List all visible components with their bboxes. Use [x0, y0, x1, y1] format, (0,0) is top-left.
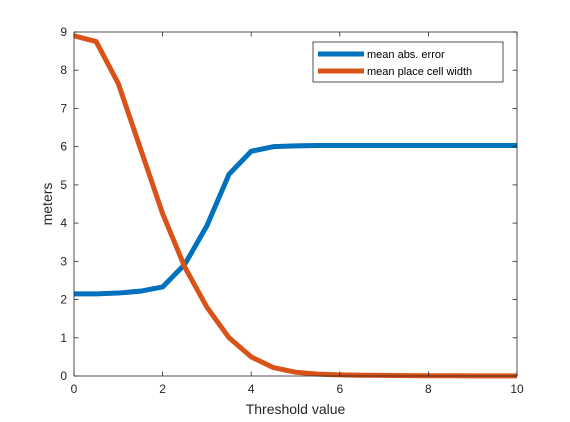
y-axis-title: meters [39, 183, 55, 226]
legend-label-mean-place-cell-width: mean place cell width [367, 66, 472, 78]
x-tick-label-2: 2 [159, 382, 166, 396]
y-tick-label-8: 8 [60, 63, 67, 77]
plot-frame [73, 31, 518, 377]
x-axis-title: Threshold value [246, 401, 346, 417]
x-tick-label-6: 6 [336, 382, 343, 396]
legend: mean abs. error mean place cell width [312, 41, 504, 83]
x-tick-label-0: 0 [71, 382, 78, 396]
y-tick-label-0: 0 [60, 369, 67, 383]
y-tick-label-6: 6 [60, 140, 67, 154]
y-tick-label-4: 4 [60, 216, 67, 230]
y-tick-label-2: 2 [60, 293, 67, 307]
ticks-layer: 0 2 4 6 8 10 0 1 2 3 4 5 6 7 8 9 [60, 25, 524, 396]
x-tick-label-8: 8 [425, 382, 432, 396]
legend-label-mean-abs-error: mean abs. error [367, 49, 445, 61]
x-tick-label-10: 10 [510, 382, 524, 396]
y-tick-label-5: 5 [60, 178, 67, 192]
x-tick-label-4: 4 [248, 382, 255, 396]
plot-background [74, 32, 517, 376]
series-line-mean-abs-error [74, 143, 517, 297]
y-tick-label-3: 3 [60, 254, 67, 268]
y-tick-label-7: 7 [60, 101, 67, 115]
legend-box [312, 41, 504, 83]
y-tick-label-1: 1 [60, 331, 67, 345]
y-tick-label-9: 9 [60, 25, 67, 39]
